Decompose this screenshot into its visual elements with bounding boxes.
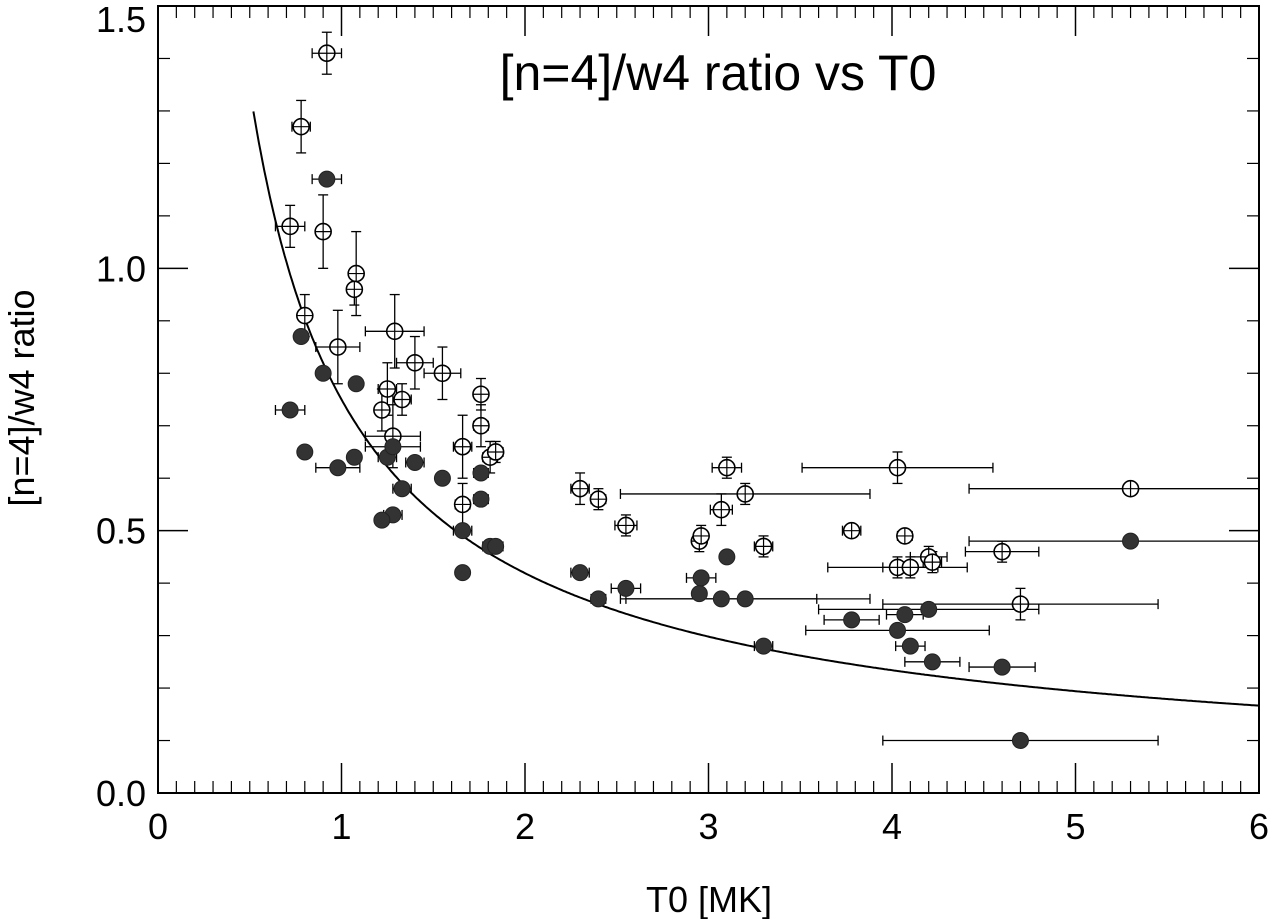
filled-point xyxy=(755,637,773,655)
filled-point xyxy=(571,564,589,582)
filled-point xyxy=(472,490,490,508)
filled-point xyxy=(318,170,336,188)
filled-point xyxy=(433,469,451,487)
filled-point xyxy=(993,658,1011,676)
filled-point xyxy=(406,453,424,471)
filled-point xyxy=(712,590,730,608)
filled-point xyxy=(472,464,490,482)
filled-point xyxy=(692,569,710,587)
x-tick-label: 2 xyxy=(515,806,535,847)
filled-point xyxy=(589,590,607,608)
filled-point xyxy=(690,585,708,603)
filled-point xyxy=(393,480,411,498)
filled-point xyxy=(454,522,472,540)
filled-point xyxy=(923,653,941,671)
filled-point xyxy=(454,564,472,582)
filled-point xyxy=(617,579,635,597)
x-tick-label: 6 xyxy=(1249,806,1269,847)
x-tick-label: 0 xyxy=(148,806,168,847)
x-axis-label: T0 [MK] xyxy=(646,879,772,919)
plot-area xyxy=(157,5,1260,794)
axis-ticks xyxy=(157,5,1260,794)
filled-point xyxy=(487,537,505,555)
filled-point xyxy=(901,637,919,655)
curve-line xyxy=(252,111,1260,707)
plot-frame xyxy=(157,5,1260,794)
filled-point xyxy=(718,548,736,566)
x-tick-label: 1 xyxy=(331,806,351,847)
filled-point xyxy=(384,438,402,456)
y-tick-label: 0.0 xyxy=(96,773,146,814)
x-tick-label: 4 xyxy=(882,806,902,847)
chart-title: [n=4]/w4 ratio vs T0 xyxy=(500,45,937,101)
y-tick-label: 0.5 xyxy=(96,511,146,552)
filled-point xyxy=(920,600,938,618)
filled-point xyxy=(843,611,861,629)
filled-point xyxy=(1122,532,1140,550)
filled-point xyxy=(889,621,907,639)
model-curve xyxy=(252,111,1260,707)
filled-point xyxy=(314,364,332,382)
filled-point xyxy=(296,443,314,461)
filled-point xyxy=(1011,732,1029,750)
y-tick-label: 1.5 xyxy=(96,0,146,40)
filled-point xyxy=(347,375,365,393)
y-axis-label: [n=4]/w4 ratio xyxy=(1,289,42,506)
filled-point xyxy=(736,590,754,608)
filled-point xyxy=(896,606,914,624)
x-tick-label: 5 xyxy=(1065,806,1085,847)
x-tick-label: 3 xyxy=(698,806,718,847)
axis-labels: 0 1 2 3 4 5 6 0.0 0.5 1.0 1.5 xyxy=(96,0,1269,847)
filled-point xyxy=(373,511,391,529)
y-tick-label: 1.0 xyxy=(96,248,146,289)
filled-point xyxy=(281,401,299,419)
filled-point xyxy=(292,328,310,346)
data-points xyxy=(281,44,1140,750)
filled-point xyxy=(329,459,347,477)
filled-point xyxy=(345,448,363,466)
